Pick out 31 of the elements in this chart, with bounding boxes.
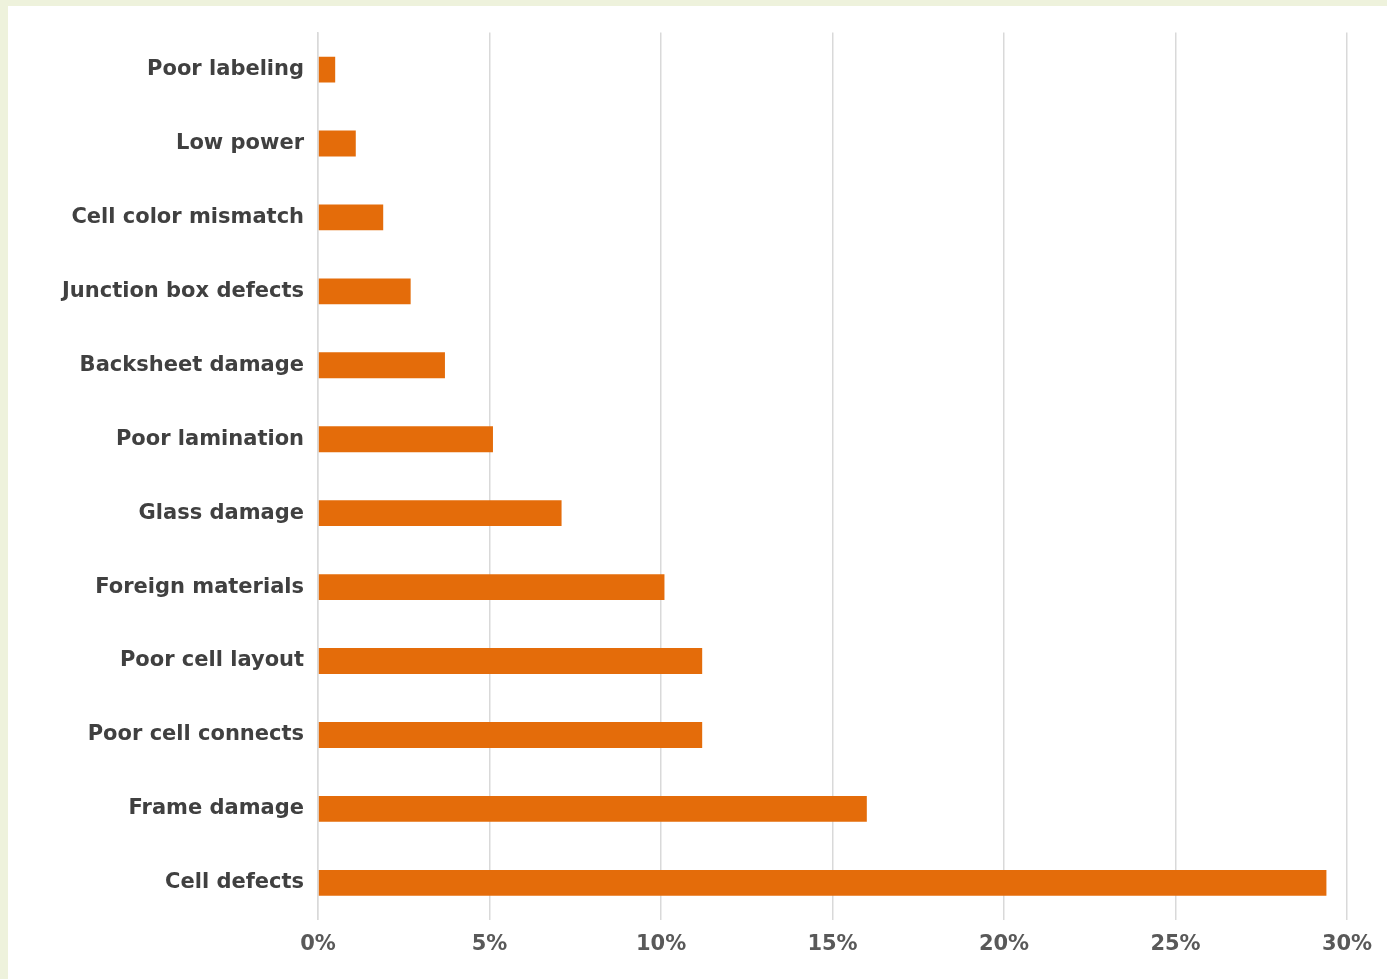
bar bbox=[318, 204, 384, 231]
bar bbox=[318, 130, 356, 157]
bar bbox=[318, 722, 703, 748]
x-tick-label: 15% bbox=[807, 930, 858, 955]
bar bbox=[318, 500, 562, 527]
y-tick-label: Poor labeling bbox=[147, 56, 305, 81]
y-tick-label: Low power bbox=[176, 129, 305, 154]
bar bbox=[318, 352, 445, 379]
x-tick-label: 20% bbox=[978, 930, 1030, 955]
bar bbox=[318, 795, 867, 822]
y-tick-label: Poor cell layout bbox=[119, 647, 305, 672]
bar bbox=[318, 648, 703, 674]
x-tick-label: 30% bbox=[1321, 930, 1373, 955]
y-tick-label: Backsheet damage bbox=[79, 351, 305, 376]
y-tick-label: Cell color mismatch bbox=[71, 203, 305, 228]
y-tick-label: Frame damage bbox=[128, 795, 305, 820]
bar bbox=[318, 869, 1327, 896]
x-tick-label: 0% bbox=[300, 930, 336, 955]
y-tick-label: Cell defects bbox=[165, 869, 305, 894]
y-tick-label: Glass damage bbox=[138, 499, 305, 524]
x-tick-label: 10% bbox=[635, 930, 687, 955]
x-tick-label: 5% bbox=[471, 930, 508, 955]
x-tick-label: 25% bbox=[1150, 930, 1201, 955]
bar bbox=[318, 278, 411, 305]
bar bbox=[318, 56, 336, 83]
y-tick-label: Junction box defects bbox=[60, 277, 305, 302]
y-tick-label: Poor lamination bbox=[115, 425, 305, 450]
bar bbox=[318, 574, 665, 601]
y-tick-label: Foreign materials bbox=[95, 573, 305, 598]
bar bbox=[318, 426, 493, 453]
y-tick-label: Poor cell connects bbox=[87, 721, 305, 746]
